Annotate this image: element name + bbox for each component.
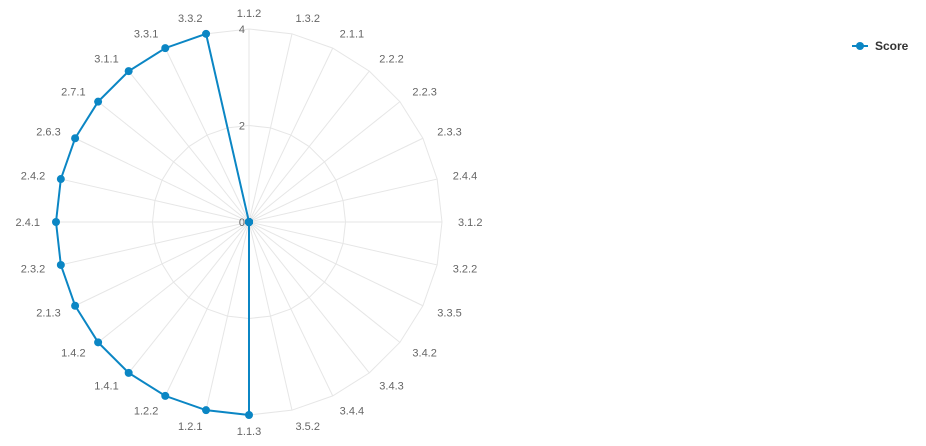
category-label-1.4.1: 1.4.1: [94, 380, 118, 392]
category-label-1.1.2: 1.1.2: [237, 8, 261, 20]
category-label-1.2.2: 1.2.2: [134, 405, 158, 417]
spoke-2.1.3: [74, 221, 250, 307]
radial-tick-labels: 0 2 4: [239, 24, 245, 229]
spoke-2.2.2: [248, 70, 370, 223]
category-label-2.2.2: 2.2.2: [379, 54, 403, 66]
category-label-3.4.3: 3.4.3: [379, 380, 403, 392]
data-point-3.1.1[interactable]: [124, 67, 133, 76]
spoke-3.1.1: [128, 70, 250, 223]
tick-label-2: 4: [239, 24, 245, 36]
category-label-1.1.3: 1.1.3: [237, 426, 261, 438]
spoke-2.6.3: [74, 137, 250, 223]
spoke-2.2.3: [248, 101, 401, 223]
category-label-3.4.2: 3.4.2: [412, 347, 436, 359]
data-point-2.7.1[interactable]: [94, 97, 103, 106]
spoke-1.4.1: [128, 221, 250, 374]
category-label-2.1.1: 2.1.1: [340, 29, 364, 41]
spoke-3.5.2: [248, 221, 293, 411]
spoke-1.4.2: [97, 221, 250, 343]
legend-swatch-marker: [856, 42, 864, 50]
spoke-1.3.2: [248, 33, 293, 223]
category-label-2.4.1: 2.4.1: [16, 217, 40, 229]
category-label-3.3.5: 3.3.5: [437, 308, 461, 320]
category-label-2.4.4: 2.4.4: [453, 170, 477, 182]
category-label-1.2.1: 1.2.1: [178, 421, 202, 433]
category-label-3.2.2: 3.2.2: [453, 264, 477, 276]
spoke-2.3.3: [248, 137, 424, 223]
data-point-3.5.2[interactable]: [245, 218, 253, 226]
category-label-2.4.2: 2.4.2: [21, 170, 45, 182]
spoke-2.4.2: [60, 178, 250, 223]
category-label-3.3.2: 3.3.2: [178, 13, 202, 25]
category-label-1.3.2: 1.3.2: [296, 13, 320, 25]
data-point-2.1.3[interactable]: [71, 301, 80, 310]
category-label-2.3.2: 2.3.2: [21, 264, 45, 276]
radar-grid: [55, 28, 443, 416]
data-point-3.3.1[interactable]: [161, 44, 170, 53]
data-point-1.2.2[interactable]: [161, 391, 170, 400]
spoke-2.7.1: [97, 101, 250, 223]
category-label-3.5.2: 3.5.2: [296, 421, 320, 433]
data-point-2.3.2[interactable]: [56, 260, 65, 269]
spoke-2.3.2: [60, 221, 250, 266]
data-point-2.6.3[interactable]: [71, 134, 80, 143]
category-label-3.1.2: 3.1.2: [458, 217, 482, 229]
spoke-1.2.2: [164, 221, 250, 397]
data-point-1.4.1[interactable]: [124, 368, 133, 377]
data-point-2.4.2[interactable]: [56, 175, 65, 184]
data-point-2.4.1[interactable]: [52, 218, 60, 226]
category-labels: 1.1.2 1.3.2 2.1.1 2.2.2 2.2.3 2.3.3 2.4.4 3.1.2…: [16, 8, 483, 438]
spoke-2.1.1: [248, 47, 334, 223]
category-label-2.2.3: 2.2.3: [412, 87, 436, 99]
spoke-3.4.4: [248, 221, 334, 397]
spoke-3.2.2: [248, 221, 438, 266]
data-point-1.4.2[interactable]: [94, 338, 103, 347]
spoke-3.4.2: [248, 221, 401, 343]
data-point-1.1.3[interactable]: [245, 411, 253, 419]
legend-label: Score: [875, 39, 909, 53]
data-point-1.2.1[interactable]: [202, 406, 211, 415]
tick-label-0: 0: [239, 217, 245, 229]
category-label-3.3.1: 3.3.1: [134, 29, 158, 41]
spoke-2.4.4: [248, 178, 438, 223]
spoke-3.4.3: [248, 221, 370, 374]
category-label-2.7.1: 2.7.1: [61, 87, 85, 99]
spoke-3.3.5: [248, 221, 424, 307]
spoke-3.3.1: [164, 47, 250, 223]
tick-label-1: 2: [239, 121, 245, 133]
category-label-2.6.3: 2.6.3: [36, 126, 60, 138]
series-line-0: [54, 32, 250, 417]
data-point-3.3.2[interactable]: [202, 29, 211, 38]
legend[interactable]: Score: [852, 39, 909, 53]
category-label-3.1.1: 3.1.1: [94, 54, 118, 66]
category-label-3.4.4: 3.4.4: [340, 405, 364, 417]
category-label-1.4.2: 1.4.2: [61, 347, 85, 359]
category-label-2.3.3: 2.3.3: [437, 126, 461, 138]
spoke-1.2.1: [205, 221, 250, 411]
category-label-2.1.3: 2.1.3: [36, 308, 60, 320]
series-layer: [52, 29, 253, 419]
